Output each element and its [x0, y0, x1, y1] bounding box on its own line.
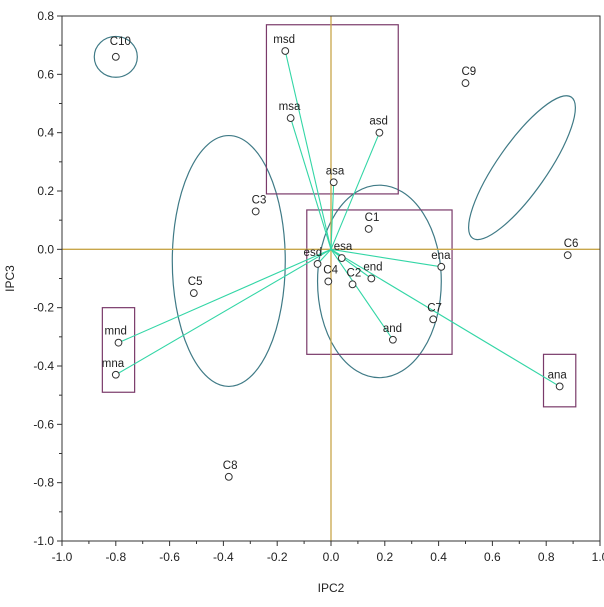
point-label-C8: C8	[223, 460, 238, 472]
vector-mna	[115, 248, 332, 376]
point-label-C6: C6	[564, 238, 579, 250]
axes: -1.0 -0.8 -0.6 -0.4 -0.2 0.0 0.2 0.4 0.6 0.8 1.0 0.…	[33, 9, 604, 564]
x-tick-label: 0.8	[538, 550, 555, 564]
point-ena	[437, 262, 446, 271]
vector-ana	[330, 248, 560, 387]
point-C1	[364, 225, 373, 233]
reference-lines	[62, 16, 600, 541]
point-C8	[224, 472, 233, 481]
point-label-C4: C4	[323, 264, 338, 276]
point-and	[388, 335, 397, 344]
y-tick-label: 0.2	[37, 184, 54, 198]
x-tick-label: -1.0	[52, 550, 73, 564]
point-label-msd: msd	[273, 34, 295, 46]
point-label-C2: C2	[347, 267, 362, 279]
y-tick-label: 0.4	[37, 126, 54, 140]
y-tick-label: 0.0	[37, 242, 54, 256]
y-tick-label: -0.6	[33, 417, 54, 431]
point-C6	[563, 251, 572, 260]
x-tick-label: -0.8	[105, 550, 126, 564]
point-label-C9: C9	[462, 66, 477, 78]
x-tick-label: 0.2	[376, 550, 393, 564]
y-tick-label: 0.8	[37, 9, 54, 23]
x-tick-label: 0.4	[430, 550, 447, 564]
point-C5	[189, 289, 198, 297]
vector-ena	[330, 248, 442, 268]
point-label-mna: mna	[102, 358, 125, 370]
group-outlines	[93, 24, 577, 408]
point-label-asd: asd	[369, 116, 388, 128]
point-ana	[555, 382, 564, 391]
loading-vectors	[115, 50, 560, 387]
point-label-esa: esa	[334, 241, 353, 253]
vector-asa	[330, 182, 335, 250]
y-tick-label: 0.6	[37, 67, 54, 81]
point-mnd	[114, 338, 123, 347]
point-C4	[324, 277, 333, 286]
vector-end	[330, 248, 372, 279]
y-tick-label: -0.4	[33, 359, 54, 373]
point-label-end: end	[363, 262, 382, 274]
point-C7	[429, 315, 438, 324]
point-label-mnd: mnd	[104, 326, 126, 338]
variable-box-8	[542, 353, 577, 408]
point-label-asa: asa	[326, 165, 345, 177]
x-tick-label: -0.4	[213, 550, 234, 564]
point-esd	[313, 260, 322, 268]
point-label-ena: ena	[431, 250, 451, 262]
cluster-ellipse-1	[93, 35, 138, 78]
x-tick-label: -0.6	[159, 550, 180, 564]
y-tick-label: -0.8	[33, 476, 54, 490]
point-esa	[337, 254, 346, 262]
vector-and	[330, 249, 394, 341]
point-label-C7: C7	[427, 302, 442, 314]
y-axis-label: IPC3	[3, 265, 17, 292]
point-label-C1: C1	[365, 212, 380, 224]
x-tick-label: -0.2	[267, 550, 288, 564]
point-C9	[461, 79, 470, 87]
point-asa	[329, 178, 338, 187]
y-tick-label: -0.2	[33, 301, 54, 315]
point-C2	[348, 280, 357, 289]
variable-box-7	[101, 307, 136, 393]
point-label-and: and	[383, 323, 402, 335]
x-axis-label: IPC2	[318, 581, 345, 595]
x-tick-label: 0.6	[484, 550, 501, 564]
point-asd	[375, 128, 384, 137]
point-label-ana: ana	[548, 369, 568, 381]
vector-asd	[330, 132, 380, 250]
variable-box-6	[306, 209, 453, 355]
vector-msd	[284, 50, 332, 250]
point-msd	[281, 47, 290, 55]
vector-mnd	[118, 248, 332, 344]
point-label-C3: C3	[252, 194, 267, 206]
point-msa	[286, 114, 295, 122]
cluster-ellipse-4	[468, 95, 576, 241]
point-end	[367, 274, 376, 283]
point-C10	[111, 52, 120, 61]
cluster-ellipse-3	[316, 184, 442, 379]
x-tick-label: 0.0	[323, 550, 340, 564]
point-mna	[111, 370, 120, 379]
point-label-esd: esd	[304, 247, 323, 259]
point-C3	[251, 207, 260, 216]
y-tick-label: -1.0	[33, 534, 54, 548]
variable-box-5	[265, 24, 399, 195]
point-label-C10: C10	[110, 36, 131, 48]
x-tick-label: 1.0	[592, 550, 604, 564]
cluster-ellipse-2	[171, 134, 286, 388]
point-label-C5: C5	[188, 276, 203, 288]
vector-msa	[290, 117, 332, 250]
point-label-msa: msa	[279, 101, 301, 113]
